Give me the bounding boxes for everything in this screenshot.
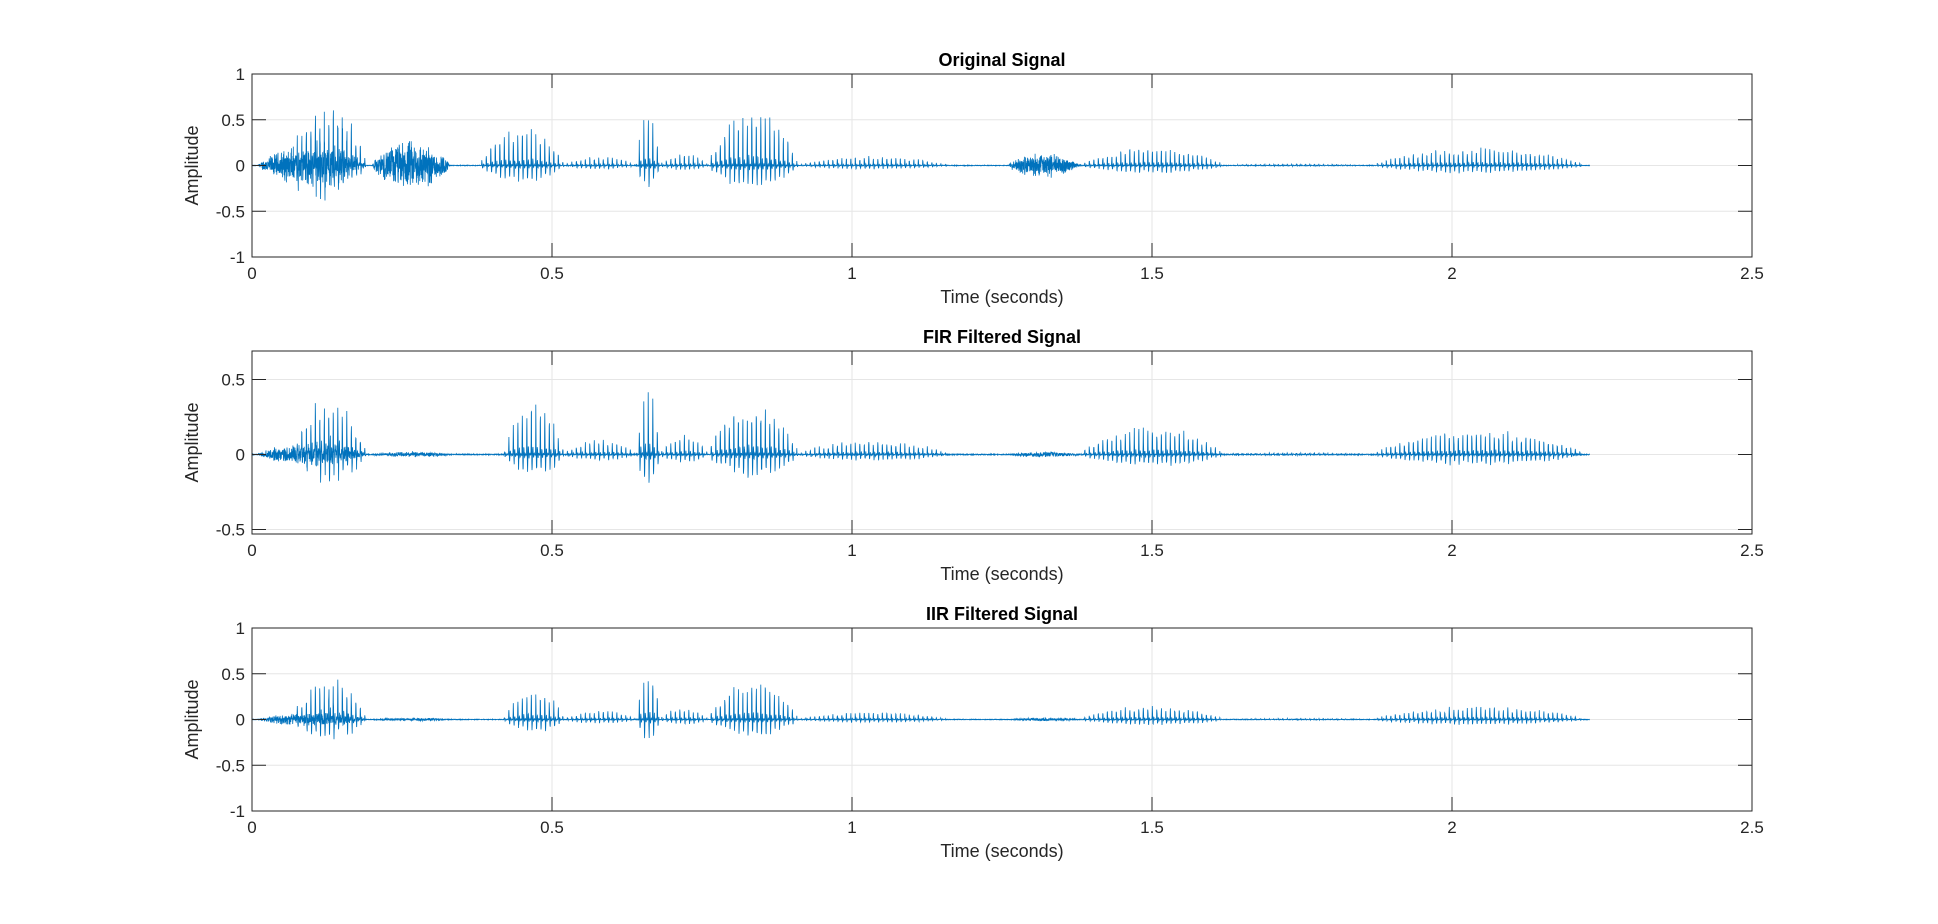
signal-line [251, 392, 1590, 483]
x-tick-label: 2.5 [1740, 541, 1764, 560]
y-axis-label: Amplitude [182, 402, 202, 482]
y-tick-label: -1 [230, 802, 245, 821]
x-tick-label: 2 [1447, 541, 1456, 560]
x-tick-label: 1.5 [1140, 818, 1164, 837]
y-axis-label: Amplitude [182, 125, 202, 205]
x-tick-label: 0.5 [540, 264, 564, 283]
y-tick-label: -1 [230, 248, 245, 267]
y-axis-label: Amplitude [182, 679, 202, 759]
y-tick-label: 1 [236, 619, 245, 638]
y-tick-label: 1 [236, 65, 245, 84]
x-tick-label: 2 [1447, 818, 1456, 837]
x-axis-label: Time (seconds) [940, 564, 1063, 584]
subplot-title: IIR Filtered Signal [926, 604, 1078, 624]
x-axis-label: Time (seconds) [940, 287, 1063, 307]
x-tick-label: 0 [247, 541, 256, 560]
subplot-1: 0 0.5 1 1.5 2 2.5 -1 -0.5 0 0.5 1 Original Signal Ti… [182, 50, 1764, 307]
y-tick-label: 0.5 [221, 111, 245, 130]
x-tick-label: 2.5 [1740, 818, 1764, 837]
signal-line [251, 110, 1591, 201]
y-tick-label: 0.5 [221, 665, 245, 684]
x-tick-label: 1.5 [1140, 541, 1164, 560]
x-tick-label: 0.5 [540, 818, 564, 837]
x-tick-label: 0.5 [540, 541, 564, 560]
subplot-title: Original Signal [938, 50, 1065, 70]
axes-box [251, 350, 1753, 535]
x-tick-label: 1.5 [1140, 264, 1164, 283]
y-tick-label: -0.5 [216, 756, 245, 775]
y-tick-label: -0.5 [216, 202, 245, 221]
x-axis-label: Time (seconds) [940, 841, 1063, 861]
signal-line [252, 679, 1590, 740]
y-tick-label: -0.5 [216, 521, 245, 540]
x-tick-label: 1 [847, 264, 856, 283]
x-tick-label: 2 [1447, 264, 1456, 283]
x-tick-label: 0 [247, 818, 256, 837]
subplot-title: FIR Filtered Signal [923, 327, 1081, 347]
y-tick-label: 0.5 [221, 371, 245, 390]
x-tick-label: 1 [847, 541, 856, 560]
x-tick-label: 0 [247, 264, 256, 283]
x-tick-label: 2.5 [1740, 264, 1764, 283]
x-tick-label: 1 [847, 818, 856, 837]
y-tick-label: 0 [236, 711, 245, 730]
y-tick-label: 0 [236, 157, 245, 176]
subplot-3: 0 0.5 1 1.5 2 2.5 -1 -0.5 0 0.5 1 IIR Filtered Sign… [182, 604, 1764, 861]
y-tick-label: 0 [236, 446, 245, 465]
